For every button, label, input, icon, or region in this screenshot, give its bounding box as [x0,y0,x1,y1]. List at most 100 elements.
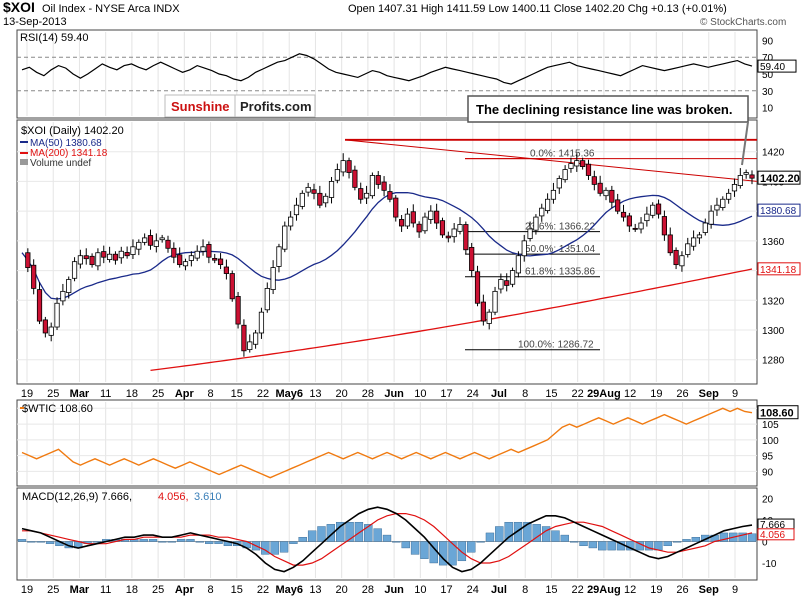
macd-hist-bar [485,532,495,542]
macd-hist-bar [523,521,532,542]
candle-body [258,311,265,334]
volume-legend-swatch [20,159,28,165]
candle-body [533,216,539,231]
macd-hist-bar [214,541,223,544]
x-axis-label: 13 [309,388,321,400]
candle-body [66,279,72,293]
macd-hist-bar [504,521,513,542]
candle-body [42,319,48,334]
last-price-label: 1402.20 [760,173,800,185]
candle-body [200,246,206,252]
macd-hist-bar [719,532,729,542]
x-axis-label: 20 [336,584,348,596]
x-axis-label: Apr [175,584,195,596]
macd-tick-label: -10 [762,559,777,570]
candle-body [299,192,305,207]
macd-hist-bar [148,539,158,542]
wtic-tick-label: 105 [762,420,779,431]
x-axis-label: 15 [545,584,557,596]
x-axis-label: 18 [126,388,138,400]
declining-resistance-line [344,139,758,182]
candle-body [509,270,516,285]
macd-hist-bar [139,539,148,542]
macd-hist-bar [336,521,345,542]
rsi-last-badge [757,59,797,73]
x-axis-label: Mar [70,388,90,400]
candle-body [229,273,235,300]
rsi-tick-label: 70 [762,53,774,64]
candle-body [661,216,668,236]
fib-level-label: 23.6%: 1366.22 [525,222,595,233]
macd-hist-bar [158,541,167,543]
candle-body [340,160,346,173]
macd-hist-bar [167,541,176,543]
fib-level-label: 0.0%: 1415.36 [530,149,595,160]
candle-body [328,181,335,198]
x-axis-label: Jun [384,584,404,596]
candle-body [36,289,43,322]
x-axis-label: 22 [257,584,269,596]
candle-body [375,175,381,185]
candle-body [731,183,738,192]
candle-body [416,223,422,233]
x-axis-label: Mar [70,584,90,596]
x-axis-label: 25 [152,584,164,596]
x-axis-label: 19 [650,388,662,400]
candle-body [177,254,183,266]
macd-hist-bar [513,521,523,542]
macd-hist-bar [17,539,27,542]
candle-body [311,189,317,194]
macd-hist-bar [270,541,279,555]
macd-hist-bar [364,524,373,542]
candle-body [515,255,522,274]
macd-hist-bar [298,537,307,542]
candle-body [422,216,428,232]
macd-legend-hist: 3.610 [194,491,222,503]
annotation-pointer [741,121,749,166]
candle-body [685,243,691,255]
price-legend-title: $XOI (Daily) 1402.20 [21,125,124,137]
candle-body [410,211,416,224]
macd-hist-bar [195,541,204,543]
x-axis-label: 9 [732,388,738,400]
macd-hist-bar [476,541,485,543]
x-axis-label: 26 [676,584,688,596]
macd-hist-bar [36,541,45,543]
x-axis-label: 8 [207,388,213,400]
macd-signal-line [22,513,753,566]
wtic-tick-label: 100 [762,436,779,447]
x-axis-label: Jul [491,388,507,400]
x-axis-label: 19 [650,584,662,596]
last-price-badge [757,170,801,185]
macd-last-label: 7.666 [760,520,785,531]
candle-body [363,192,370,199]
candle-body [153,240,159,247]
chart-name: Oil Index - NYSE Arca INDX [42,3,180,15]
candle-body [609,189,615,203]
candle-body [54,302,60,328]
macd-hist-bar [317,526,326,542]
candle-body [159,237,165,241]
candle-body [603,189,609,197]
x-axis-label: 29Aug [587,388,621,400]
x-axis-label: 9 [732,584,738,596]
candle-body [545,198,551,211]
stockcharts-watermark: © StockCharts.com [700,17,786,28]
candle-body [620,211,627,218]
candle-body [691,237,697,247]
candle-body [434,210,440,224]
rsi-legend: RSI(14) 59.40 [20,32,88,44]
macd-hist-bar [326,524,336,542]
sunshine-logo-text: Sunshine [171,99,230,114]
x-axis-label: 19 [21,584,33,596]
candle-body [574,160,580,167]
candle-body [655,203,662,215]
candle-body [147,235,154,246]
candle-body [667,234,673,254]
macd-hist-bar [354,521,364,542]
x-axis-label: 12 [624,388,636,400]
macd-hist-bar [382,534,392,542]
chart-date: 13-Sep-2013 [3,16,67,28]
candle-body [585,163,592,176]
